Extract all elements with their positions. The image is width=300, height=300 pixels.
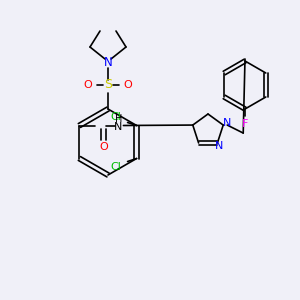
Text: Cl: Cl <box>110 161 121 172</box>
Text: N: N <box>114 122 123 131</box>
Text: N: N <box>223 118 231 128</box>
Text: N: N <box>215 141 224 151</box>
Text: O: O <box>124 80 132 90</box>
Text: F: F <box>242 119 248 129</box>
Text: S: S <box>104 79 112 92</box>
Text: Cl: Cl <box>110 112 121 122</box>
Text: O: O <box>99 142 108 152</box>
Text: H: H <box>115 115 122 124</box>
Text: O: O <box>84 80 92 90</box>
Text: N: N <box>103 56 112 70</box>
